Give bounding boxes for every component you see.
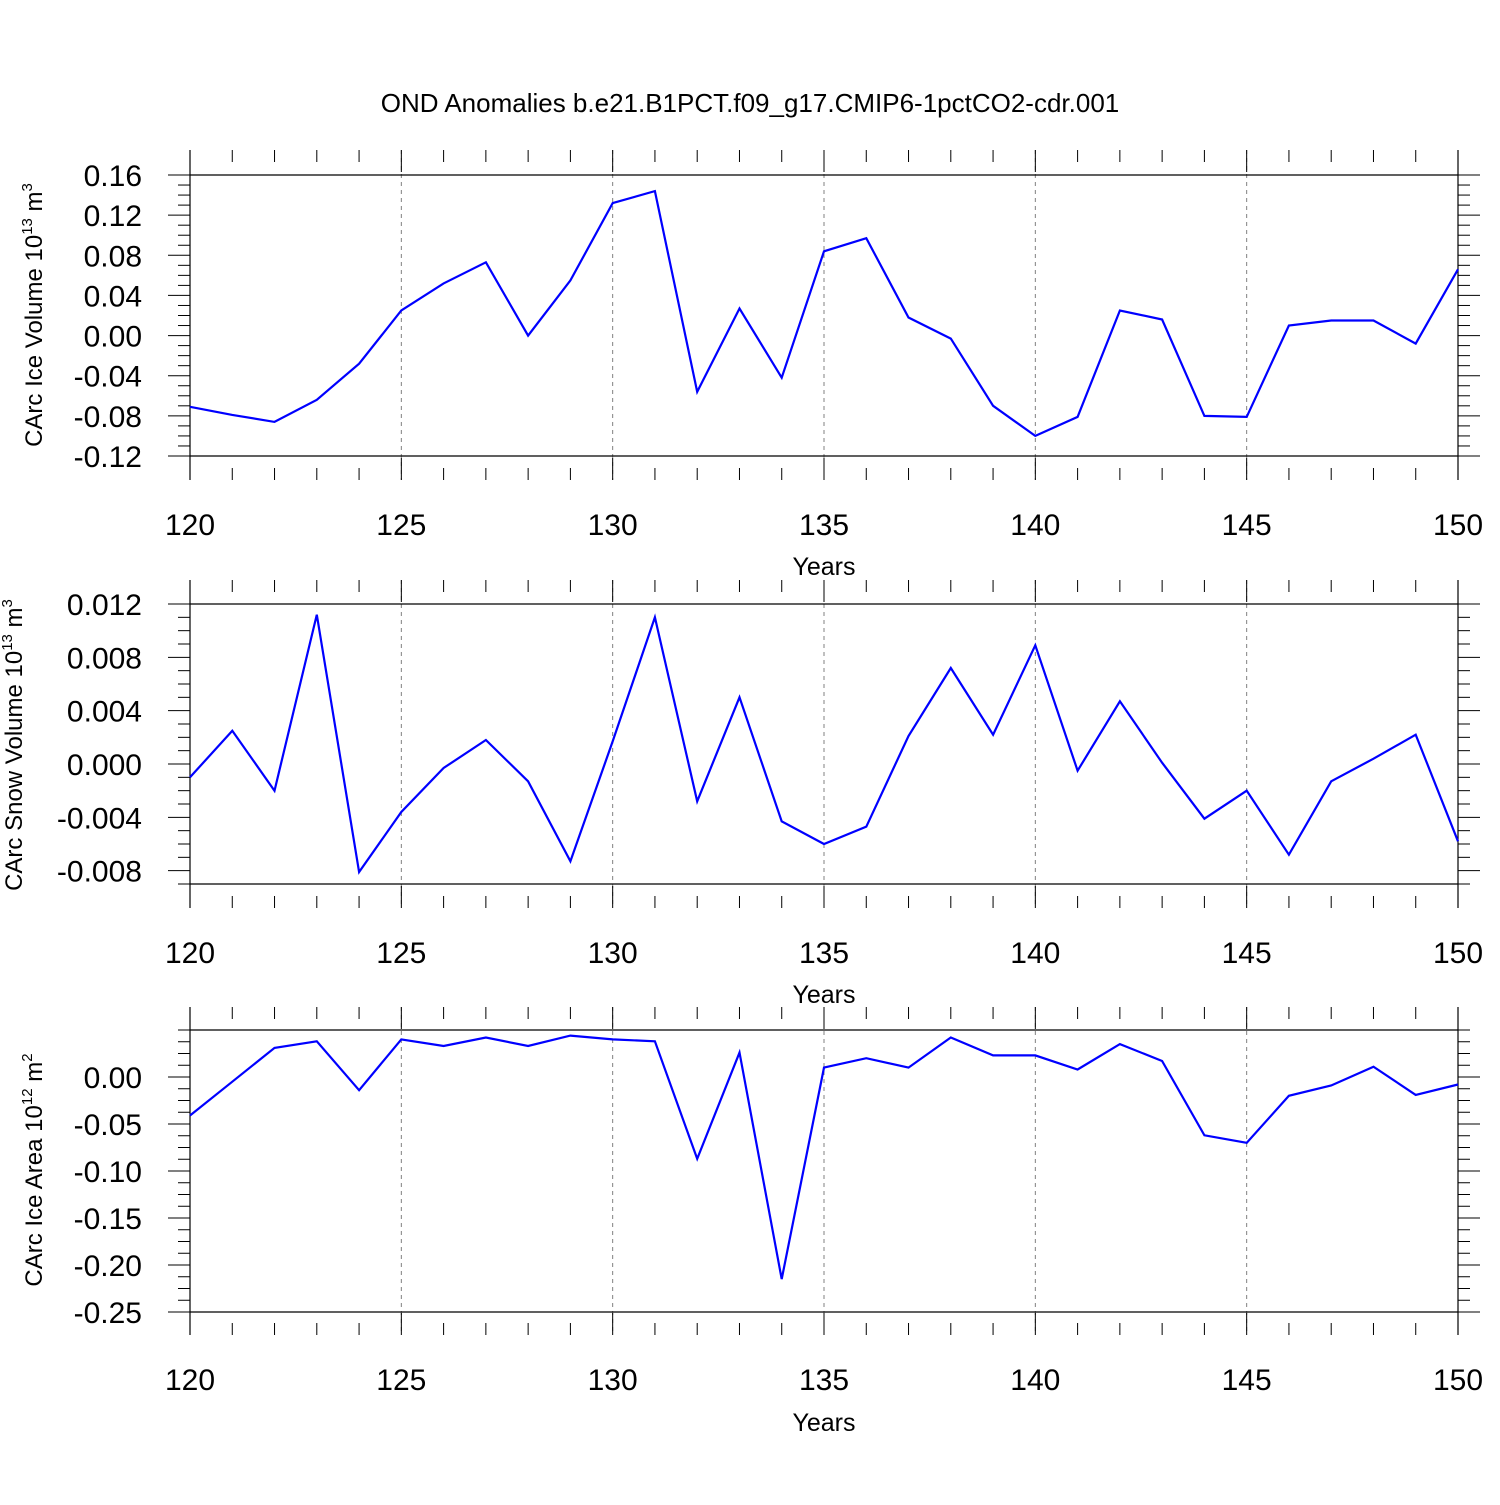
x-tick-label: 150 (1433, 509, 1483, 542)
data-series-line (189, 1034, 1459, 1280)
y-axis-label-text: CArc Snow Volume 10 (1, 651, 28, 891)
x-tick-label: 140 (1010, 509, 1060, 542)
y-tick-label: 0.00 (84, 1062, 142, 1095)
y-tick-label: 0.12 (84, 200, 142, 233)
y-tick-label: -0.04 (74, 361, 142, 394)
y-axis-label-unit-exponent: 3 (19, 183, 36, 191)
data-series-line (189, 189, 1459, 438)
x-axis-label: Years (792, 553, 855, 581)
x-tick-label: 125 (376, 937, 426, 970)
y-tick-label: -0.08 (74, 401, 142, 434)
y-axis-label-unit: m (21, 191, 48, 218)
y-tick-label: -0.008 (57, 856, 142, 889)
x-tick-label: 150 (1433, 1364, 1483, 1397)
x-tick-label: 130 (588, 509, 638, 542)
y-axis-label-unit: m (1, 607, 28, 634)
y-tick-label: 0.00 (84, 321, 142, 354)
y-tick-label: -0.15 (74, 1203, 142, 1236)
y-axis-label-exponent: 12 (19, 1088, 36, 1105)
y-tick-label: 0.012 (67, 589, 142, 622)
y-tick-label: 0.008 (67, 642, 142, 675)
y-tick-label: -0.20 (74, 1250, 142, 1283)
x-tick-label: 135 (799, 937, 849, 970)
y-axis-label-text: CArc Ice Volume 10 (21, 235, 48, 447)
x-tick-label: 145 (1222, 937, 1272, 970)
x-tick-label: 130 (588, 1364, 638, 1397)
x-tick-label: 150 (1433, 937, 1483, 970)
y-tick-label: -0.004 (57, 802, 142, 835)
panel-3: 0.00 -0.05 -0.10 -0.15 -0.20 -0.25 120 125 130 13… (19, 1007, 1483, 1437)
y-tick-label: -0.10 (74, 1156, 142, 1189)
y-axis-label-unit-exponent: 2 (19, 1053, 36, 1061)
y-tick-label: 0.000 (67, 749, 142, 782)
x-tick-label: 120 (165, 937, 215, 970)
y-tick-label: 0.04 (84, 280, 142, 313)
x-tick-label: 135 (799, 1364, 849, 1397)
x-tick-label: 120 (165, 509, 215, 542)
y-tick-label: 0.08 (84, 240, 142, 273)
y-axis-label-text: CArc Ice Area 10 (21, 1105, 48, 1286)
y-tick-label: -0.05 (74, 1109, 142, 1142)
y-tick-label: 0.004 (67, 696, 142, 729)
x-tick-label: 125 (376, 509, 426, 542)
x-tick-label: 135 (799, 509, 849, 542)
x-tick-label: 145 (1222, 509, 1272, 542)
y-axis-label: CArc Ice Volume 1013 m3 (19, 183, 48, 447)
x-tick-label: 120 (165, 1364, 215, 1397)
x-tick-label: 140 (1010, 1364, 1060, 1397)
x-tick-label: 125 (376, 1364, 426, 1397)
y-axis-label-unit-exponent: 3 (0, 599, 16, 607)
x-axis-label: Years (792, 981, 855, 1009)
chart-title: OND Anomalies b.e21.B1PCT.f09_g17.CMIP6-… (381, 88, 1120, 118)
y-axis-label: CArc Ice Area 1012 m2 (19, 1053, 48, 1286)
y-axis-label: CArc Snow Volume 1013 m3 (0, 599, 28, 891)
y-axis-label-exponent: 13 (19, 218, 36, 235)
y-tick-label: -0.25 (74, 1297, 142, 1330)
x-tick-label: 140 (1010, 937, 1060, 970)
data-series-line (189, 613, 1460, 875)
y-axis-label-exponent: 13 (0, 634, 16, 651)
y-tick-label: 0.16 (84, 160, 142, 193)
x-axis-label: Years (792, 1409, 855, 1437)
x-tick-label: 145 (1222, 1364, 1272, 1397)
y-tick-label: -0.12 (74, 441, 142, 474)
panel-2: 0.012 0.008 0.004 0.000 -0.004 -0.008 120 125 13… (0, 580, 1483, 1009)
panel-1: 0.16 0.12 0.08 0.04 0.00 -0.04 -0.08 -0.12 120 12… (19, 150, 1483, 581)
x-tick-label: 130 (588, 937, 638, 970)
y-axis-label-unit: m (21, 1062, 48, 1089)
